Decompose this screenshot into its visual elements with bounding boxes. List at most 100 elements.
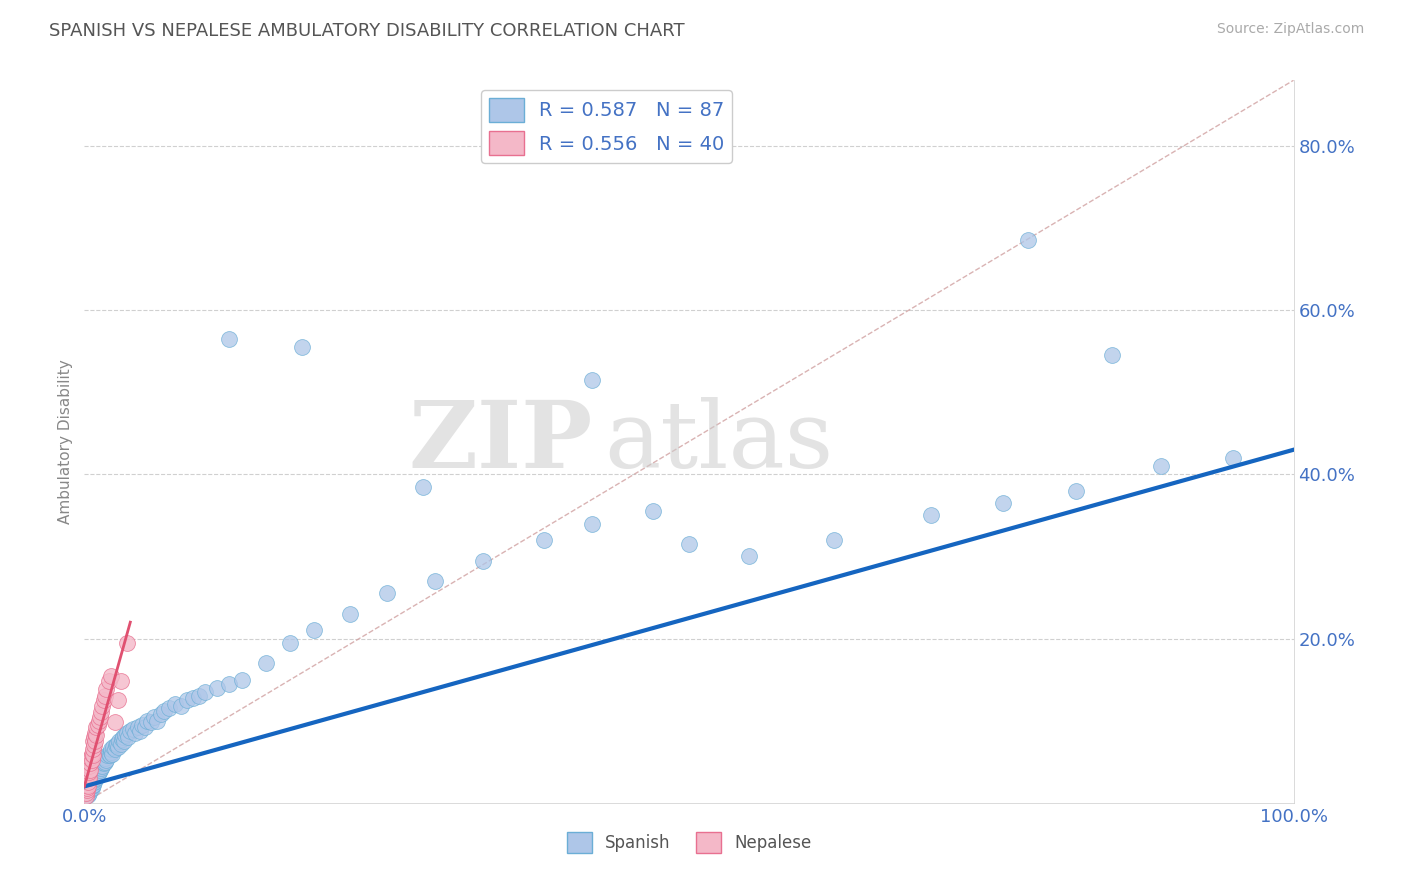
Point (75, 789, 97, 804)
Point (86, 718, 108, 732)
Point (114, 729, 136, 743)
Point (231, 673, 253, 687)
Point (80, 747, 103, 761)
Point (77, 775, 100, 789)
Point (127, 720, 149, 734)
Point (91, 759, 114, 773)
Point (111, 731, 134, 746)
Point (83, 739, 105, 753)
Point (94, 689, 117, 703)
Point (115, 726, 138, 740)
Point (423, 574, 446, 588)
Point (218, 677, 240, 691)
Point (121, 722, 143, 736)
Point (1101, 348, 1123, 362)
Point (136, 714, 159, 728)
Point (105, 737, 128, 751)
Point (104, 715, 127, 730)
Point (97, 747, 120, 761)
Point (77, 780, 100, 794)
Point (87, 761, 110, 775)
Point (101, 747, 124, 761)
Point (93, 693, 115, 707)
Point (77, 771, 100, 785)
Point (90, 706, 112, 720)
Point (129, 723, 152, 738)
Point (100, 745, 122, 759)
Point (91, 698, 114, 713)
Point (84, 770, 107, 784)
Point (107, 693, 129, 707)
Point (87, 764, 110, 779)
Point (218, 332, 240, 346)
Y-axis label: Ambulatory Disability: Ambulatory Disability (58, 359, 73, 524)
Point (84, 771, 107, 785)
Text: Source: ZipAtlas.com: Source: ZipAtlas.com (1216, 22, 1364, 37)
Point (1222, 450, 1244, 465)
Point (75, 786, 97, 800)
Point (83, 730, 105, 744)
Point (472, 553, 495, 567)
Point (738, 549, 761, 564)
Text: SPANISH VS NEPALESE AMBULATORY DISABILITY CORRELATION CHART: SPANISH VS NEPALESE AMBULATORY DISABILIT… (49, 22, 685, 40)
Point (108, 734, 131, 748)
Point (641, 504, 664, 518)
Point (339, 607, 361, 621)
Point (90, 756, 112, 771)
Point (82, 778, 104, 792)
Point (107, 739, 129, 754)
Point (93, 756, 115, 771)
Point (1149, 459, 1171, 474)
Point (80, 780, 103, 794)
Point (79, 756, 101, 771)
Point (207, 681, 229, 695)
Point (1017, 233, 1039, 247)
Point (581, 373, 603, 387)
Point (89, 709, 111, 723)
Point (823, 533, 845, 547)
Point (533, 533, 555, 547)
Point (375, 586, 398, 600)
Point (131, 718, 153, 732)
Point (94, 750, 117, 764)
Point (77, 788, 100, 802)
Point (82, 734, 104, 748)
Point (77, 759, 100, 773)
Point (254, 657, 277, 671)
Point (90, 761, 112, 775)
Point (134, 720, 156, 734)
Point (77, 767, 100, 781)
Point (993, 496, 1015, 510)
Point (412, 480, 434, 494)
Point (79, 763, 101, 777)
Point (80, 780, 103, 795)
Point (165, 698, 187, 712)
Point (146, 714, 169, 728)
Point (86, 763, 108, 777)
Point (86, 767, 108, 781)
Point (82, 742, 104, 756)
Point (76, 778, 98, 792)
Point (104, 739, 127, 753)
Point (80, 753, 103, 767)
Point (77, 786, 100, 800)
Point (100, 742, 122, 756)
Legend: Spanish, Nepalese: Spanish, Nepalese (560, 826, 818, 860)
Point (149, 707, 172, 722)
Point (94, 755, 117, 769)
Point (76, 783, 98, 797)
Point (100, 668, 122, 682)
Point (82, 748, 104, 763)
Point (104, 742, 127, 756)
Point (1064, 483, 1087, 498)
Point (94, 753, 117, 767)
Point (86, 720, 108, 734)
Point (86, 771, 108, 785)
Point (103, 739, 125, 754)
Point (278, 636, 301, 650)
Point (91, 755, 114, 769)
Point (112, 730, 135, 744)
Point (124, 726, 146, 740)
Point (291, 340, 314, 354)
Point (79, 750, 101, 764)
